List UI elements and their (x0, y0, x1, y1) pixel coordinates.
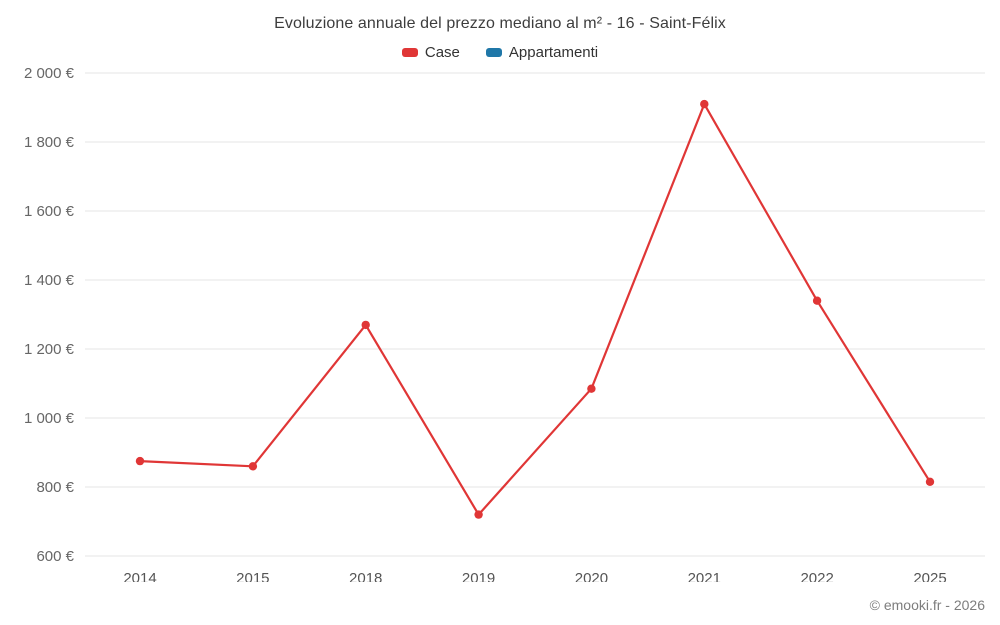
chart-canvas: 600 € 800 € 1 000 € 1 200 € 1 400 € 1 600 € 1 … (24, 65, 985, 582)
svg-text:1 800 €: 1 800 € (24, 134, 75, 151)
svg-text:2018: 2018 (349, 570, 382, 582)
legend-item-case[interactable]: Case (401, 43, 460, 61)
svg-text:2021: 2021 (688, 570, 721, 582)
svg-text:800 €: 800 € (36, 479, 74, 496)
svg-text:600 €: 600 € (36, 548, 74, 565)
legend-swatch-appartamenti-icon (485, 47, 502, 57)
chart-legend: Case Appartamenti (0, 42, 1000, 62)
svg-text:2025: 2025 (913, 570, 946, 582)
svg-text:2019: 2019 (462, 570, 495, 582)
legend-item-appartamenti[interactable]: Appartamenti (485, 43, 599, 61)
svg-text:1 600 €: 1 600 € (24, 203, 75, 220)
legend-label-case: Case (424, 43, 460, 61)
legend-swatch-case-icon (401, 47, 418, 57)
svg-text:1 400 €: 1 400 € (24, 272, 75, 289)
copyright-text: © emooki.fr - 2026 (869, 597, 985, 613)
svg-text:2 000 €: 2 000 € (24, 65, 75, 82)
legend-label-appartamenti: Appartamenti (508, 43, 599, 61)
svg-text:1 200 €: 1 200 € (24, 341, 75, 358)
chart-title: Evoluzione annuale del prezzo mediano al… (274, 15, 726, 32)
svg-text:2022: 2022 (800, 570, 833, 582)
svg-text:2014: 2014 (123, 570, 156, 582)
svg-text:2015: 2015 (236, 570, 269, 582)
svg-text:1 000 €: 1 000 € (24, 410, 75, 427)
svg-text:2020: 2020 (575, 570, 608, 582)
